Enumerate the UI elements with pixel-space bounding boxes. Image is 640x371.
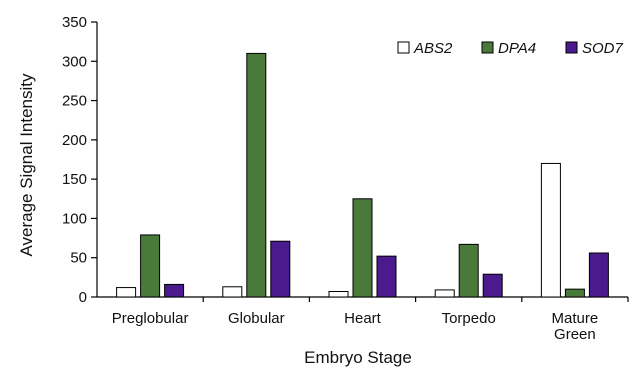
legend-swatch-dpa4	[481, 41, 494, 54]
y-tick-label: 250	[62, 93, 87, 110]
y-tick-label: 0	[79, 289, 87, 306]
bar-abs2-0	[116, 287, 137, 298]
legend-swatch-sod7	[565, 41, 578, 54]
y-tick-label: 150	[62, 171, 87, 188]
bar-dpa4-4	[564, 288, 585, 298]
x-tick-label: Heart	[344, 310, 382, 327]
bar-dpa4-1	[246, 52, 267, 298]
bar-dpa4-2	[352, 198, 373, 298]
x-tick-label: Green	[554, 326, 596, 343]
x-tick-label: Globular	[228, 310, 285, 327]
x-axis-title: Embryo Stage	[304, 348, 412, 367]
y-tick-label: 300	[62, 53, 87, 70]
bar-abs2-4	[540, 162, 561, 298]
y-tick-label: 50	[70, 250, 87, 267]
bar-abs2-1	[222, 286, 243, 298]
legend: ABS2 DPA4 SOD7	[397, 40, 624, 57]
x-tick-label: Torpedo	[442, 310, 496, 327]
y-tick-label: 350	[62, 14, 87, 31]
bar-abs2-3	[434, 289, 455, 298]
bar-sod7-0	[164, 283, 185, 298]
bar-sod7-4	[588, 252, 609, 298]
x-axis: Preglobular Globular Heart Torpedo MatureGre…	[97, 296, 629, 343]
bar-dpa4-0	[140, 234, 161, 298]
x-tick-label: Mature	[552, 310, 599, 327]
legend-swatch-abs2	[397, 41, 410, 54]
bar-sod7-3	[482, 273, 503, 298]
x-tick-label: Preglobular	[112, 310, 189, 327]
bar-abs2-2	[328, 291, 349, 298]
bar-dpa4-3	[458, 243, 479, 298]
legend-label-abs2: ABS2	[413, 40, 453, 57]
y-axis-title: Average Signal Intensity	[17, 73, 36, 257]
y-axis: 0 50 100 150 200 250 300 350	[62, 14, 98, 306]
legend-label-sod7: SOD7	[582, 40, 624, 57]
bars	[116, 52, 609, 298]
bar-sod7-1	[270, 240, 291, 298]
y-tick-label: 100	[62, 210, 87, 227]
bar-sod7-2	[376, 255, 397, 298]
legend-label-dpa4: DPA4	[498, 40, 536, 57]
y-tick-label: 200	[62, 132, 87, 149]
